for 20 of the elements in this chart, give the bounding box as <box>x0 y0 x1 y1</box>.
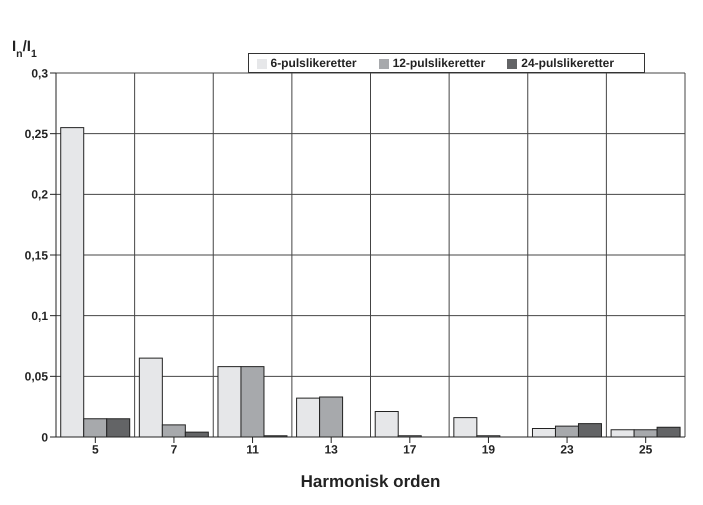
y-tick-label: 0,05 <box>24 370 48 384</box>
x-tick-label: 7 <box>170 442 178 457</box>
legend-label: 12-pulslikeretter <box>392 56 486 70</box>
y-axis-title: I$_{n}$/I$_{1}$ <box>12 38 37 60</box>
x-tick-label: 25 <box>639 442 653 457</box>
y-tick-label: 0,2 <box>31 188 48 202</box>
x-tick-label: 5 <box>92 442 99 457</box>
y-tick-label: 0,25 <box>24 126 48 141</box>
x-tick-label: 19 <box>482 442 496 457</box>
legend-label: 24-pulslikeretter <box>521 56 614 70</box>
x-tick-label: 13 <box>324 442 338 457</box>
x-axis-title: Harmonisk orden <box>300 472 440 491</box>
x-tick-label: 17 <box>403 442 417 457</box>
legend-label: 6-pulslikeretter <box>270 56 357 70</box>
y-tick-label: 0 <box>41 430 48 444</box>
y-tick-label: 0,1 <box>31 308 48 323</box>
x-tick-label: 11 <box>246 442 260 457</box>
y-tick-label: 0,3 <box>31 66 48 80</box>
y-tick-label: 0,15 <box>24 248 48 262</box>
x-tick-label: 23 <box>560 442 574 457</box>
